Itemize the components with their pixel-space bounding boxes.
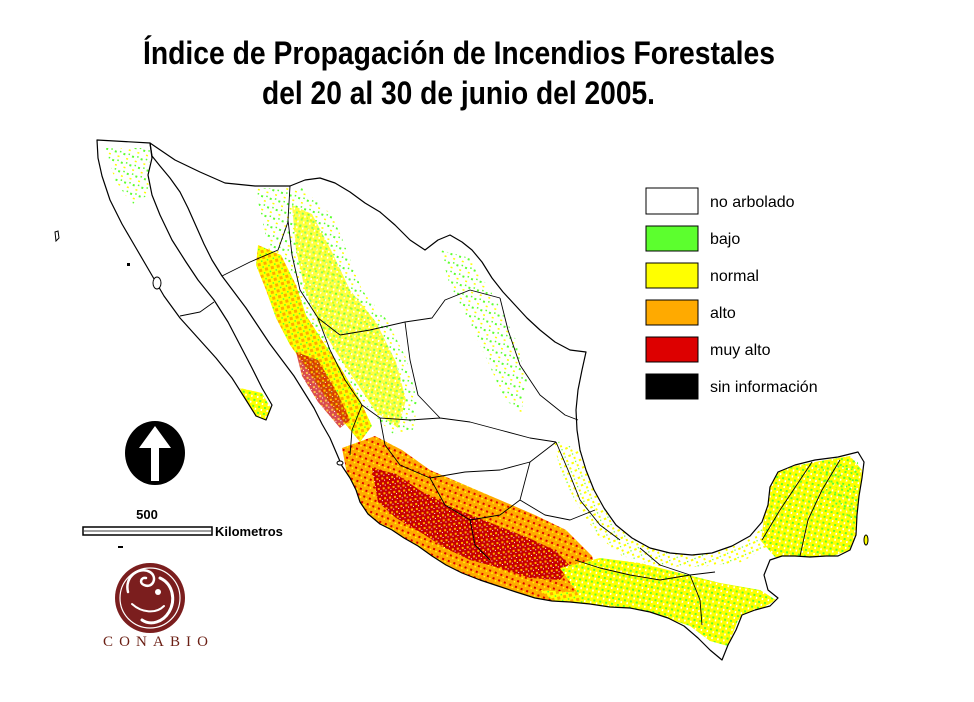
island-cozumel (863, 534, 869, 546)
region-central-muy-alto (372, 468, 571, 580)
region-yucatan-bajo (818, 460, 859, 522)
legend-swatch (645, 336, 699, 363)
region-gulf-coast-sparse (552, 438, 768, 567)
land-baja (97, 140, 272, 420)
scale-bar-unit: Kilometros (215, 524, 283, 539)
legend-swatch (645, 187, 699, 215)
legend-label: no arbolado (710, 194, 795, 211)
legend-label: sin información (710, 379, 818, 396)
legend: no arbolado bajo normal alto muy alto si… (645, 187, 818, 400)
fire-index-regions (105, 148, 862, 646)
legend-item-sin-informacion: sin información (645, 373, 818, 400)
region-baja-north-sparse (105, 148, 150, 205)
region-sierra-spine-normal (292, 205, 406, 428)
coast-mainland (149, 142, 865, 661)
island-marias (336, 460, 344, 466)
legend-item-muy-alto: muy alto (645, 336, 771, 363)
island-guadalupe (54, 230, 60, 243)
logo-trunk (140, 576, 175, 625)
region-chiapas-normal (560, 558, 776, 646)
region-sinaloa-muy-alto (296, 352, 350, 428)
state-borders (179, 185, 841, 626)
legend-label: alto (710, 305, 736, 322)
legend-swatch (645, 373, 699, 400)
island-tiburon (152, 276, 162, 290)
region-western-slope-alto (256, 245, 372, 442)
conabio-logo-icon: CONABIO (103, 563, 208, 650)
legend-label: bajo (710, 231, 740, 248)
legend-label: muy alto (710, 342, 771, 359)
region-sierra-oriental-sparse (440, 250, 527, 414)
map-title: Índice de Propagación de Incendios Fores… (143, 35, 775, 111)
legend-label: normal (710, 268, 759, 285)
logo-inner-ring (119, 567, 181, 629)
islands (54, 230, 869, 548)
legend-swatch (645, 225, 699, 252)
legend-item-normal: normal (645, 262, 759, 289)
logo-eye (155, 589, 161, 595)
island-small-pacific (127, 263, 130, 266)
north-arrow-icon (125, 421, 185, 485)
scale-bar: 500 Kilometros (82, 507, 283, 539)
legend-item-alto: alto (645, 299, 736, 326)
title-line-2: del 20 al 30 de junio del 2005. (262, 75, 655, 111)
title-line-1: Índice de Propagación de Incendios Fores… (143, 35, 775, 71)
island-clarion (118, 546, 123, 548)
logo-tusk (131, 603, 165, 613)
legend-item-bajo: bajo (645, 225, 740, 252)
legend-swatch (645, 299, 699, 326)
scale-bar-value: 500 (136, 507, 158, 522)
logo-wordmark: CONABIO (103, 634, 208, 650)
legend-swatch (645, 262, 699, 289)
region-baja-tip-normal (240, 388, 272, 421)
logo-spiral (126, 569, 156, 594)
north-arrow-head (139, 426, 171, 481)
coast-baja (96, 139, 273, 421)
mexico-map (54, 139, 869, 661)
legend-item-no-arbolado: no arbolado (645, 187, 795, 215)
